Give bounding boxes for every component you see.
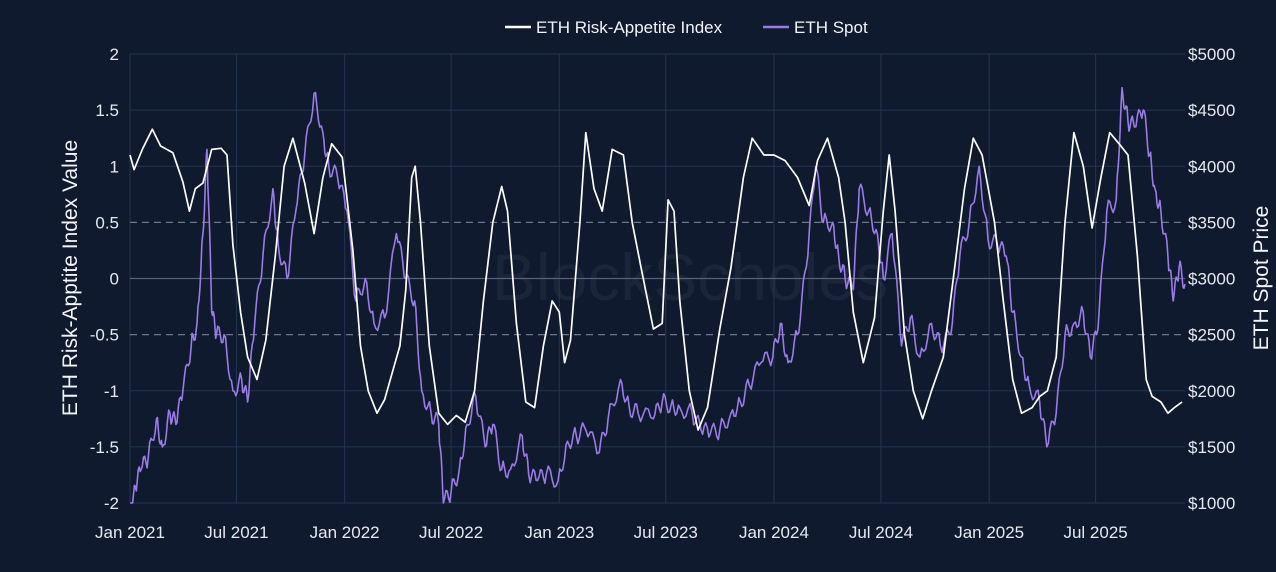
y-tick-label: 1: [110, 157, 119, 176]
y2-tick-label: $1000: [1188, 494, 1235, 513]
series-layer: [129, 86, 1186, 504]
y-tick-label: -2: [104, 494, 119, 513]
y-tick-label: 2: [110, 45, 119, 64]
x-tick-label: Jul 2024: [849, 523, 913, 542]
legend-item-eth-spot[interactable]: ETH Spot: [763, 18, 868, 37]
x-tick-label: Jan 2022: [310, 523, 380, 542]
y2-tick-label: $5000: [1188, 45, 1235, 64]
y2-tick-label: $2000: [1188, 382, 1235, 401]
x-tick-label: Jan 2025: [954, 523, 1024, 542]
y-tick-label: -1.5: [90, 438, 119, 457]
y-tick-label: 1.5: [95, 101, 119, 120]
x-tick-label: Jan 2024: [739, 523, 809, 542]
y-tick-label: -0.5: [90, 326, 119, 345]
x-axis-ticks: Jan 2021 Jul 2021 Jan 2022 Jul 2022 Jan 2023…: [95, 523, 1128, 542]
legend-label: ETH Risk-Appetite Index: [536, 18, 723, 37]
x-tick-label: Jul 2025: [1063, 523, 1127, 542]
y2-tick-label: $3500: [1188, 213, 1235, 232]
right-axis-ticks: $5000 $4500 $4000 $3500 $3000 $2500 $2000 $1500…: [1188, 45, 1235, 513]
y-tick-label: 0: [110, 270, 119, 289]
y2-tick-label: $3000: [1188, 270, 1235, 289]
x-tick-label: Jul 2023: [634, 523, 698, 542]
x-tick-label: Jan 2023: [524, 523, 594, 542]
legend-item-risk-index[interactable]: ETH Risk-Appetite Index: [505, 18, 723, 37]
y-tick-label: -1: [104, 382, 119, 401]
y2-axis-title: ETH Spot Price: [1250, 206, 1273, 351]
x-tick-label: Jul 2022: [419, 523, 483, 542]
legend-label: ETH Spot: [794, 18, 868, 37]
legend[interactable]: ETH Risk-Appetite Index ETH Spot: [505, 18, 868, 37]
x-tick-label: Jul 2021: [204, 523, 268, 542]
y2-tick-label: $4500: [1188, 101, 1235, 120]
watermark: BlockScholes: [492, 240, 888, 314]
x-tick-label: Jan 2021: [95, 523, 165, 542]
series-line-eth-spot: [130, 86, 1186, 504]
y-axis-title: ETH Risk-Apptite Index Value: [59, 140, 82, 416]
y2-tick-label: $4000: [1188, 157, 1235, 176]
y2-tick-label: $1500: [1188, 438, 1235, 457]
y-tick-label: 0.5: [95, 213, 119, 232]
y2-tick-label: $2500: [1188, 326, 1235, 345]
series-line-risk-index: [129, 128, 1183, 431]
grid-layer: [129, 53, 1185, 504]
left-axis-ticks: 2 1.5 1 0.5 0 -0.5 -1 -1.5 -2: [90, 45, 119, 513]
